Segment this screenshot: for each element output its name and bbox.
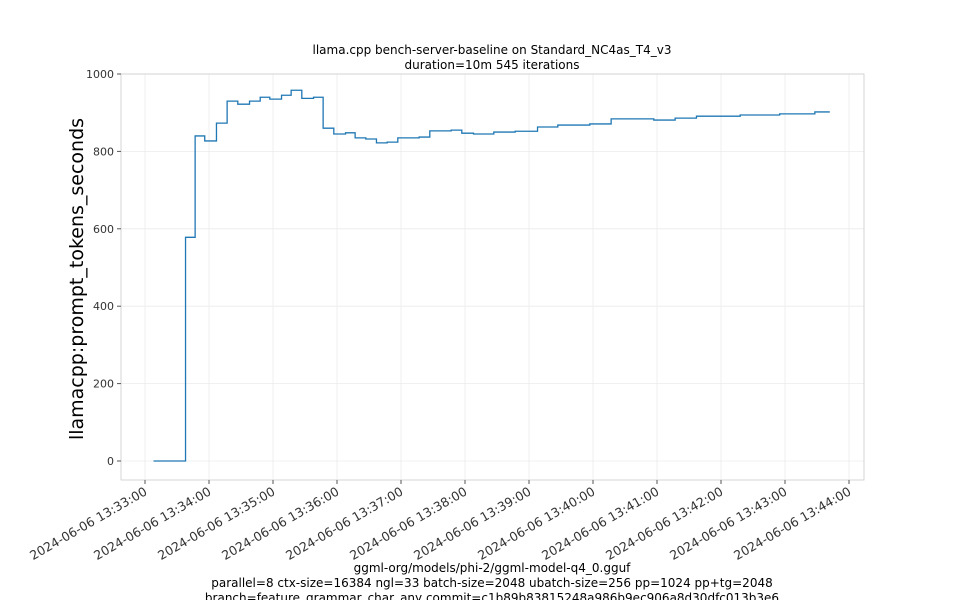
x-label-branch: branch=feature_grammar_char_any commit=c… xyxy=(205,591,779,600)
x-tick-label: 2024-06-06 13:39:00 xyxy=(411,484,534,563)
x-tick-label: 2024-06-06 13:43:00 xyxy=(667,484,790,563)
x-tick-label: 2024-06-06 13:41:00 xyxy=(539,484,662,563)
x-tick-label: 2024-06-06 13:40:00 xyxy=(475,484,598,563)
x-tick-label: 2024-06-06 13:38:00 xyxy=(347,484,470,563)
y-axis: 0 200 400 600 800 1000 xyxy=(86,68,121,468)
x-label-model: ggml-org/models/phi-2/ggml-model-q4_0.gg… xyxy=(354,561,632,575)
x-label-params: parallel=8 ctx-size=16384 ngl=33 batch-s… xyxy=(211,576,772,590)
y-tick-label: 800 xyxy=(93,145,114,158)
y-tick-label: 200 xyxy=(93,378,114,391)
y-tick-label: 0 xyxy=(107,455,114,468)
x-tick-label: 2024-06-06 13:35:00 xyxy=(155,484,278,563)
grid xyxy=(121,73,864,480)
x-tick-label: 2024-06-06 13:42:00 xyxy=(603,484,726,563)
y-axis-label: llamacpp:prompt_tokens_seconds xyxy=(66,118,88,440)
series-line xyxy=(153,89,830,462)
chart-title: llama.cpp bench-server-baseline on Stand… xyxy=(313,43,672,57)
y-tick-label: 600 xyxy=(93,223,114,236)
x-tick-label: 2024-06-06 13:33:00 xyxy=(27,484,150,563)
x-tick-label: 2024-06-06 13:34:00 xyxy=(91,484,214,563)
chart-subtitle: duration=10m 545 iterations xyxy=(405,58,580,72)
y-tick-label: 1000 xyxy=(86,68,114,81)
plot-area xyxy=(120,73,865,481)
x-tick-label: 2024-06-06 13:44:00 xyxy=(731,484,854,563)
x-tick-label: 2024-06-06 13:36:00 xyxy=(219,484,342,563)
y-tick-label: 400 xyxy=(93,300,114,313)
x-tick-label: 2024-06-06 13:37:00 xyxy=(283,484,406,563)
